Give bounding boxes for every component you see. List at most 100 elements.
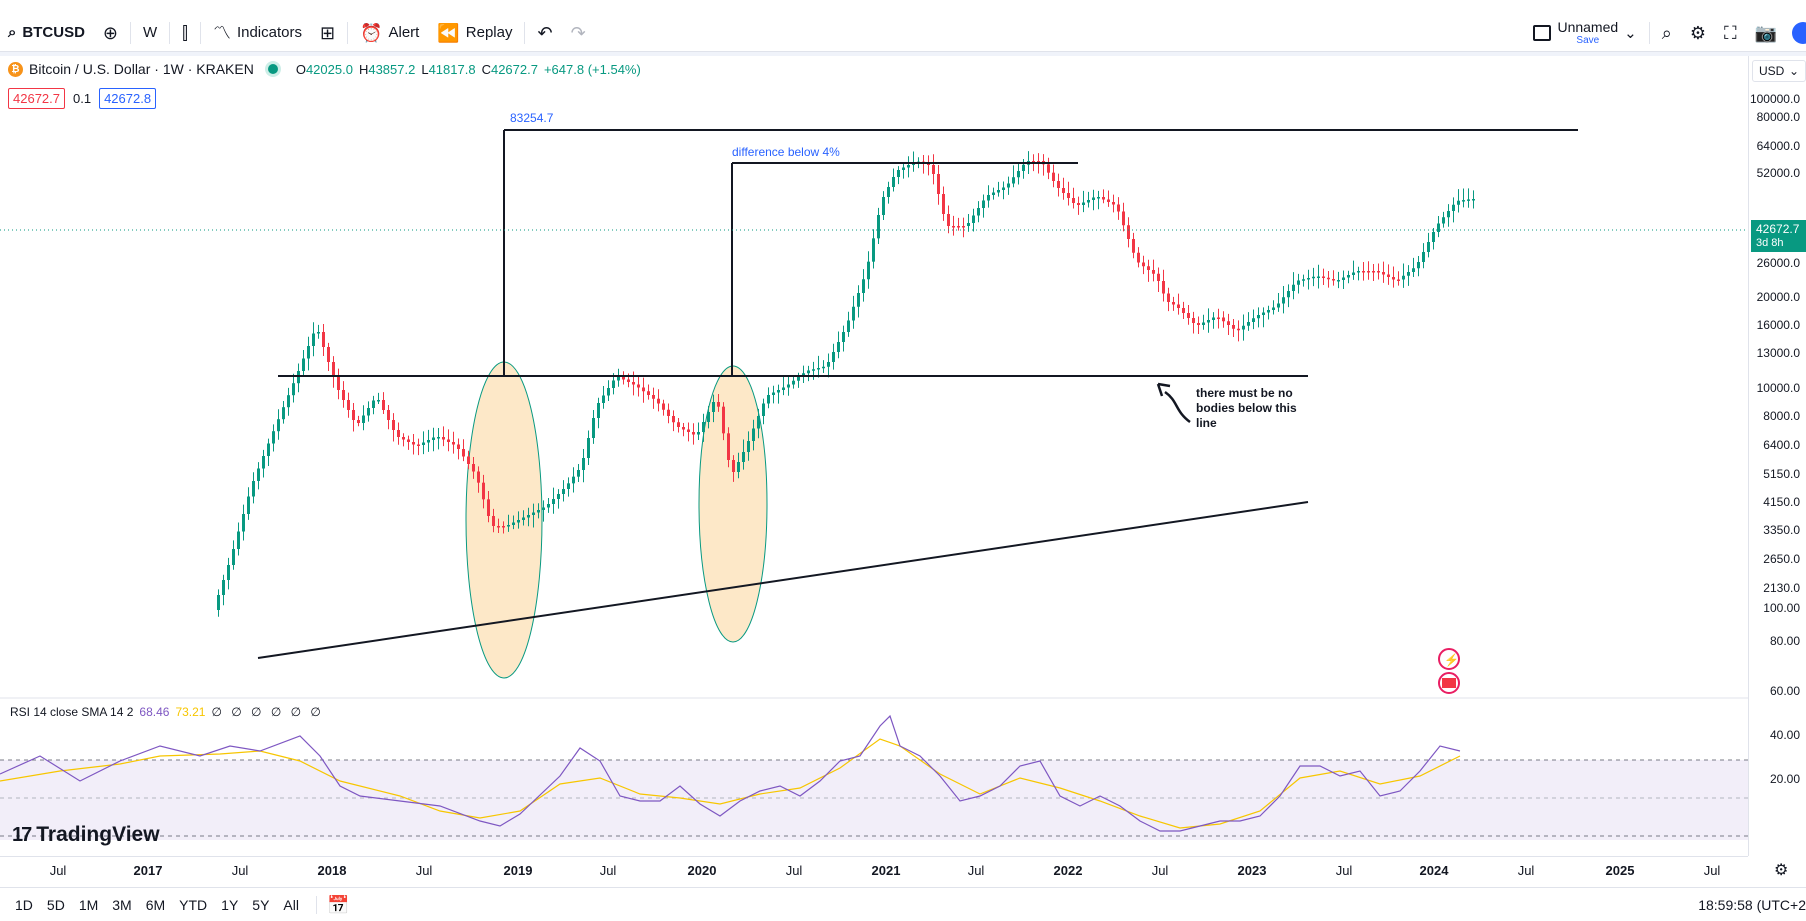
market-open-indicator: [267, 64, 278, 74]
range-button-all[interactable]: All: [283, 896, 299, 913]
time-axis-label: 2024: [1419, 863, 1449, 878]
candle-body: [807, 370, 810, 374]
fullscreen-icon: ⛶: [1723, 23, 1737, 43]
candle-body: [842, 332, 845, 342]
chevron-down-icon: ⌄: [1788, 64, 1799, 78]
rsi-value: 68.46: [139, 705, 170, 719]
bitcoin-icon: ₿: [8, 61, 23, 77]
candle-body: [1082, 202, 1085, 205]
range-button-1y[interactable]: 1Y: [221, 896, 239, 913]
toolbar-divider: [347, 21, 349, 44]
layout-button[interactable]: Unnamed Save ⌄: [1524, 17, 1645, 49]
candle-body: [932, 165, 935, 174]
indicators-button[interactable]: 〽 Indicators: [204, 17, 311, 49]
candle-body: [277, 419, 280, 432]
chart-type-button[interactable]: ⫿: [173, 17, 197, 49]
chart-canvas[interactable]: 83254.7 difference below 4% there must b…: [0, 56, 1748, 856]
date-range-icon[interactable]: 📅: [326, 894, 350, 915]
range-button-1m[interactable]: 1M: [78, 896, 99, 913]
clock[interactable]: 18:59:58 (UTC+2: [1698, 897, 1806, 913]
candle-body: [1272, 307, 1275, 310]
sell-price[interactable]: 42672.7: [8, 88, 65, 109]
rsi-legend[interactable]: RSI 14 close SMA 14 2 68.46 73.21 ∅ ∅ ∅ …: [10, 705, 324, 719]
replay-button[interactable]: ⏪ Replay: [428, 17, 521, 49]
undo-button[interactable]: ↶: [528, 17, 561, 49]
gear-icon[interactable]: ⚙: [1774, 862, 1789, 879]
layout-title: Unnamed: [1557, 19, 1619, 35]
candle-body: [1377, 271, 1380, 273]
layout-save: Save: [1576, 35, 1600, 46]
candle-body: [1092, 197, 1095, 200]
candle-body: [1312, 276, 1315, 279]
camera-icon: 📷: [1754, 23, 1777, 43]
range-button-6m[interactable]: 6M: [145, 896, 166, 913]
candle-body: [997, 190, 1000, 193]
candle-body: [622, 377, 625, 380]
range-button-5y[interactable]: 5Y: [252, 896, 270, 913]
candle-body: [1127, 225, 1130, 239]
candle-body: [527, 515, 530, 518]
current-price-value: 42672.7: [1756, 222, 1800, 236]
compare-add-button[interactable]: ⊕: [94, 17, 127, 49]
candle-body: [547, 504, 550, 508]
snapshot-button[interactable]: 📷: [1746, 17, 1786, 49]
settings-button[interactable]: ⚙: [1681, 17, 1715, 49]
templates-button[interactable]: ⊞: [311, 17, 344, 49]
candle-body: [292, 383, 295, 396]
currency-button[interactable]: USD ⌄: [1752, 60, 1806, 82]
candle-body: [1052, 172, 1055, 181]
interval-button[interactable]: W: [134, 17, 166, 49]
candle-body: [1387, 274, 1390, 277]
candle-body: [347, 400, 350, 410]
tradingview-logo[interactable]: 17 TradingView: [12, 823, 160, 847]
candle-body: [572, 476, 575, 484]
top-toolbar: ⌕ BTCUSD ⊕ W ⫿ 〽 Indicators ⊞ ⏰ Alert ⏪ …: [0, 14, 1806, 52]
toolbar-divider: [130, 21, 131, 44]
candle-body: [1382, 272, 1385, 275]
range-button-3m[interactable]: 3M: [112, 896, 132, 913]
range-button-ytd[interactable]: YTD: [179, 896, 208, 913]
redo-button[interactable]: ↷: [562, 17, 595, 49]
fullscreen-button[interactable]: ⛶: [1715, 17, 1746, 49]
candle-body: [382, 400, 385, 410]
candle-body: [1247, 322, 1250, 326]
candle-body: [1402, 275, 1405, 280]
price-axis[interactable]: 100000.080000.064000.052000.034000.02600…: [1748, 56, 1806, 856]
dividend-marker-icon[interactable]: [1438, 648, 1460, 670]
candle-body: [1117, 204, 1120, 212]
alert-button[interactable]: ⏰ Alert: [351, 17, 428, 49]
quick-search-button[interactable]: ⌕: [1653, 17, 1681, 49]
candle-body: [737, 462, 740, 472]
rsi-axis-label: 20.00: [1769, 772, 1800, 786]
candle-body: [532, 512, 535, 515]
candle-body: [732, 460, 735, 472]
candle-body: [1217, 317, 1220, 319]
time-axis[interactable]: Jul 2017 Jul 2018 Jul 2019 Jul 2020 Jul 2021 Jul 20…: [0, 856, 1748, 880]
gear-icon: ⚙: [1689, 23, 1706, 43]
price-axis-label: 3350.0: [1763, 523, 1800, 537]
candle-body: [787, 384, 790, 388]
bid-ask-row: 42672.7 0.1 42672.8: [8, 88, 157, 109]
range-button-1d[interactable]: 1D: [15, 896, 33, 913]
symbol-search-button[interactable]: ⌕ BTCUSD: [0, 17, 94, 49]
candle-body: [1107, 199, 1110, 202]
candle-body: [512, 522, 515, 525]
buy-price[interactable]: 42672.8: [99, 88, 157, 109]
candle-body: [797, 377, 800, 381]
high-value: 43857.2: [368, 61, 416, 77]
range-button-5d[interactable]: 5D: [46, 896, 65, 913]
candle-body: [757, 416, 760, 429]
candle-body: [722, 406, 725, 434]
rsi-line: [0, 714, 1461, 832]
candle-body: [1267, 310, 1270, 313]
candle-body: [812, 369, 815, 371]
time-axis-label: Jul: [1151, 863, 1169, 878]
candle-body: [1392, 277, 1395, 280]
candle-body: [1077, 203, 1080, 205]
candle-body: [1227, 321, 1230, 325]
candle-body: [1447, 211, 1450, 218]
symbol-title[interactable]: Bitcoin / U.S. Dollar · 1W · KRAKEN: [29, 61, 254, 77]
candle-body: [887, 187, 890, 197]
indicators-label: Indicators: [236, 24, 302, 41]
publish-button[interactable]: [1792, 22, 1806, 44]
